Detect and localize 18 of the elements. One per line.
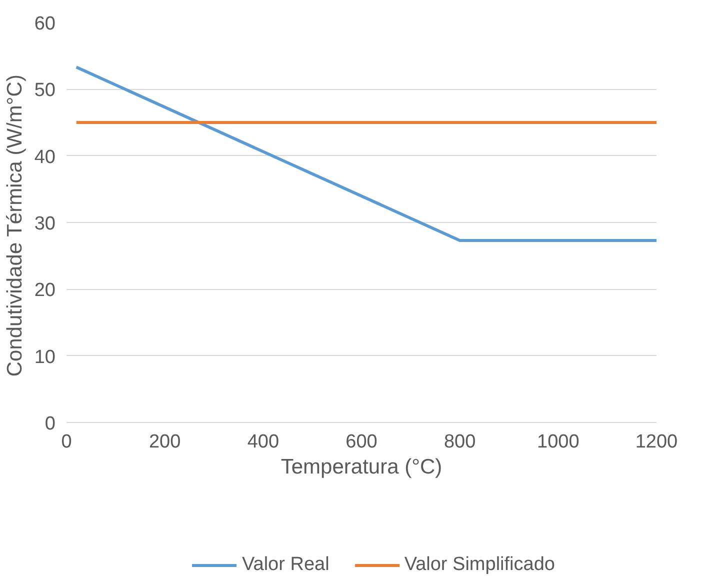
x-tick-label: 800 <box>444 432 476 452</box>
y-tick-label: 20 <box>34 280 56 302</box>
x-tick-label: 200 <box>148 432 181 452</box>
y-axis-title: Condutividade Térmica (W/m°C) <box>3 74 26 377</box>
legend-label: Valor Real <box>242 554 330 576</box>
x-tick-label: 1200 <box>635 432 678 452</box>
y-tick-label: 60 <box>34 14 56 34</box>
y-tick-label: 0 <box>44 414 56 434</box>
y-tick-label: 10 <box>34 346 56 368</box>
y-tick-label: 50 <box>34 80 56 102</box>
y-tick-label: 30 <box>34 214 56 234</box>
x-tick-label: 0 <box>61 432 72 452</box>
x-tick-label: 400 <box>247 432 280 452</box>
y-tick-label: 40 <box>34 146 56 168</box>
x-tick-label: 1000 <box>537 432 580 452</box>
legend-label: Valor Simplificado <box>404 554 555 576</box>
x-tick-label: 600 <box>346 432 378 452</box>
x-axis-title: Temperatura (°C) <box>280 456 442 478</box>
